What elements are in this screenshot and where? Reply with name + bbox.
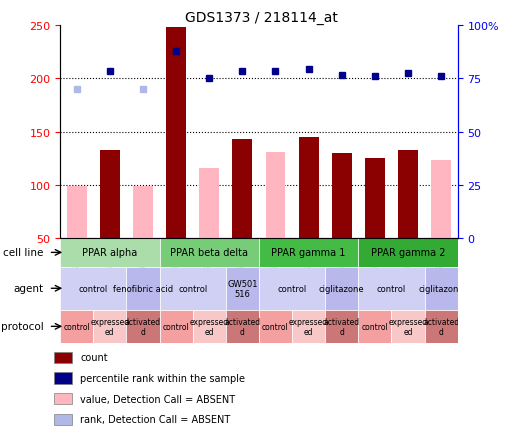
- Bar: [425, 310, 458, 343]
- Text: count: count: [81, 352, 108, 362]
- Bar: [54, 393, 72, 404]
- Bar: [127, 267, 160, 310]
- Bar: [259, 267, 325, 310]
- Text: control: control: [277, 284, 306, 293]
- Bar: [266, 153, 286, 239]
- Bar: [67, 187, 87, 239]
- Bar: [358, 267, 425, 310]
- Text: expressed
ed: expressed ed: [90, 317, 129, 336]
- Text: cell line: cell line: [3, 248, 43, 258]
- Bar: [226, 310, 259, 343]
- Bar: [299, 138, 319, 239]
- Bar: [160, 239, 259, 267]
- Bar: [425, 267, 458, 310]
- Text: PPAR gamma 2: PPAR gamma 2: [371, 248, 445, 258]
- Bar: [60, 310, 93, 343]
- Text: GDS1373 / 218114_at: GDS1373 / 218114_at: [185, 11, 338, 25]
- Bar: [54, 414, 72, 425]
- Text: PPAR alpha: PPAR alpha: [82, 248, 138, 258]
- Text: GW501
516: GW501 516: [227, 279, 257, 298]
- Text: control: control: [163, 322, 189, 331]
- Bar: [325, 267, 358, 310]
- Text: rank, Detection Call = ABSENT: rank, Detection Call = ABSENT: [81, 414, 231, 424]
- Text: control: control: [63, 322, 90, 331]
- Bar: [60, 267, 127, 310]
- Text: control: control: [361, 322, 388, 331]
- Text: fenofibric acid: fenofibric acid: [113, 284, 173, 293]
- Bar: [398, 151, 418, 239]
- Text: control: control: [178, 284, 207, 293]
- Text: activated
d: activated d: [423, 317, 459, 336]
- Bar: [160, 310, 192, 343]
- Bar: [358, 239, 458, 267]
- Text: activated
d: activated d: [324, 317, 360, 336]
- Text: activated
d: activated d: [125, 317, 161, 336]
- Text: expressed
ed: expressed ed: [190, 317, 229, 336]
- Bar: [259, 239, 358, 267]
- Text: control: control: [78, 284, 108, 293]
- Bar: [93, 310, 127, 343]
- Text: expressed
ed: expressed ed: [389, 317, 427, 336]
- Text: control: control: [262, 322, 289, 331]
- Bar: [259, 310, 292, 343]
- Text: activated
d: activated d: [224, 317, 260, 336]
- Bar: [431, 161, 451, 239]
- Text: PPAR beta delta: PPAR beta delta: [170, 248, 248, 258]
- Bar: [127, 310, 160, 343]
- Bar: [199, 168, 219, 239]
- Text: agent: agent: [14, 284, 43, 293]
- Text: value, Detection Call = ABSENT: value, Detection Call = ABSENT: [81, 394, 235, 404]
- Bar: [54, 352, 72, 363]
- Bar: [166, 28, 186, 239]
- Bar: [391, 310, 425, 343]
- Text: control: control: [377, 284, 406, 293]
- Bar: [54, 372, 72, 384]
- Bar: [292, 310, 325, 343]
- Bar: [358, 310, 391, 343]
- Text: ciglitazone: ciglitazone: [418, 284, 464, 293]
- Bar: [160, 267, 226, 310]
- Text: protocol: protocol: [1, 322, 43, 332]
- Bar: [332, 154, 351, 239]
- Text: PPAR gamma 1: PPAR gamma 1: [271, 248, 346, 258]
- Bar: [192, 310, 226, 343]
- Text: percentile rank within the sample: percentile rank within the sample: [81, 373, 245, 383]
- Bar: [100, 151, 120, 239]
- Bar: [365, 159, 385, 239]
- Bar: [60, 239, 160, 267]
- Bar: [226, 267, 259, 310]
- Bar: [232, 140, 252, 239]
- Text: ciglitazone: ciglitazone: [319, 284, 365, 293]
- Text: expressed
ed: expressed ed: [289, 317, 328, 336]
- Bar: [325, 310, 358, 343]
- Bar: [133, 187, 153, 239]
